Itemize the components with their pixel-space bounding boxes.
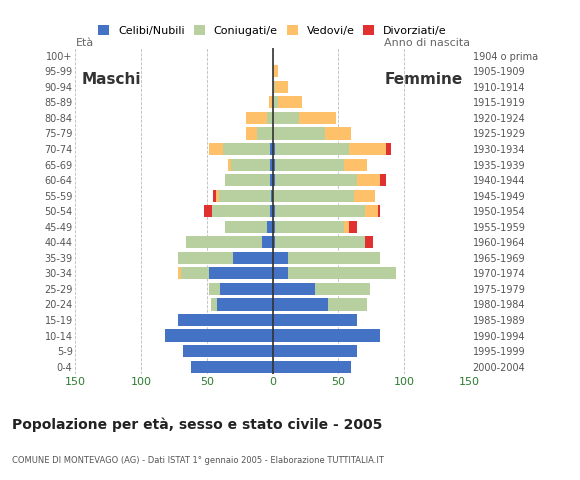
- Bar: [357, 174, 380, 186]
- Bar: [225, 221, 267, 233]
- Bar: [276, 174, 357, 186]
- Bar: [315, 283, 370, 295]
- Bar: [209, 143, 223, 155]
- Bar: [267, 112, 273, 124]
- Bar: [328, 299, 367, 311]
- Bar: [204, 205, 212, 217]
- Bar: [378, 205, 380, 217]
- Bar: [273, 96, 278, 108]
- Bar: [276, 236, 365, 248]
- Bar: [273, 158, 275, 170]
- Bar: [246, 127, 257, 140]
- Bar: [230, 158, 270, 170]
- Bar: [273, 112, 299, 124]
- Bar: [270, 143, 273, 155]
- Bar: [343, 158, 367, 170]
- Legend: Celibi/Nubili, Coniugati/e, Vedovi/e, Divorziati/e: Celibi/Nubili, Coniugati/e, Vedovi/e, Di…: [98, 25, 447, 36]
- Bar: [267, 221, 273, 233]
- Bar: [349, 221, 357, 233]
- Bar: [183, 345, 273, 357]
- Bar: [246, 112, 267, 124]
- Bar: [273, 127, 325, 140]
- Bar: [276, 221, 343, 233]
- Bar: [273, 221, 275, 233]
- Bar: [186, 236, 262, 248]
- Bar: [228, 158, 230, 170]
- Bar: [273, 236, 275, 248]
- Bar: [325, 127, 351, 140]
- Bar: [262, 236, 273, 248]
- Bar: [270, 205, 273, 217]
- Bar: [273, 314, 357, 326]
- Bar: [273, 205, 275, 217]
- Bar: [273, 252, 288, 264]
- Bar: [386, 143, 391, 155]
- Bar: [209, 267, 273, 279]
- Bar: [211, 299, 218, 311]
- Bar: [273, 299, 328, 311]
- Bar: [180, 267, 209, 279]
- Bar: [273, 329, 380, 342]
- Bar: [288, 252, 380, 264]
- Bar: [178, 267, 180, 279]
- Bar: [343, 221, 349, 233]
- Bar: [273, 283, 315, 295]
- Bar: [273, 360, 351, 372]
- Bar: [276, 143, 349, 155]
- Bar: [273, 190, 354, 202]
- Bar: [270, 158, 273, 170]
- Bar: [349, 143, 386, 155]
- Bar: [365, 205, 378, 217]
- Bar: [299, 112, 336, 124]
- Bar: [223, 143, 270, 155]
- Bar: [225, 174, 270, 186]
- Bar: [365, 236, 372, 248]
- Text: COMUNE DI MONTEVAGO (AG) - Dati ISTAT 1° gennaio 2005 - Elaborazione TUTTITALIA.: COMUNE DI MONTEVAGO (AG) - Dati ISTAT 1°…: [12, 456, 383, 465]
- Bar: [269, 96, 273, 108]
- Text: Popolazione per età, sesso e stato civile - 2005: Popolazione per età, sesso e stato civil…: [12, 418, 382, 432]
- Bar: [354, 190, 375, 202]
- Bar: [276, 205, 365, 217]
- Bar: [270, 174, 273, 186]
- Text: Anno di nascita: Anno di nascita: [384, 38, 470, 48]
- Bar: [276, 81, 288, 93]
- Bar: [212, 205, 270, 217]
- Text: Età: Età: [75, 38, 93, 48]
- Bar: [278, 96, 302, 108]
- Bar: [288, 267, 396, 279]
- Text: Maschi: Maschi: [82, 72, 142, 86]
- Bar: [233, 252, 273, 264]
- Bar: [273, 143, 275, 155]
- Bar: [273, 174, 275, 186]
- Bar: [273, 81, 275, 93]
- Bar: [209, 283, 220, 295]
- Bar: [178, 314, 273, 326]
- Bar: [191, 360, 273, 372]
- Bar: [216, 190, 219, 202]
- Bar: [276, 158, 343, 170]
- Bar: [220, 283, 273, 295]
- Bar: [273, 267, 288, 279]
- Bar: [271, 190, 273, 202]
- Bar: [257, 127, 273, 140]
- Bar: [273, 345, 357, 357]
- Bar: [218, 299, 273, 311]
- Bar: [178, 252, 233, 264]
- Text: Femmine: Femmine: [385, 72, 463, 86]
- Bar: [273, 65, 278, 77]
- Bar: [213, 190, 216, 202]
- Bar: [380, 174, 386, 186]
- Bar: [219, 190, 271, 202]
- Bar: [165, 329, 273, 342]
